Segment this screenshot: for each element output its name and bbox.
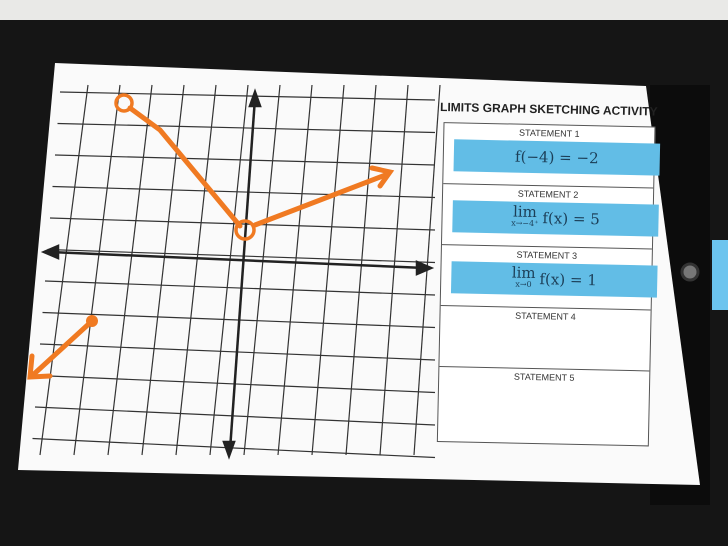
limit-notation: lim x→0 <box>511 263 536 291</box>
open-circle-marker <box>114 93 134 113</box>
grid-line <box>277 84 313 456</box>
statement-card: lim x→−4⁺ f(x) = 5 <box>452 200 659 237</box>
grid-line <box>73 84 121 456</box>
grid-line <box>175 84 217 456</box>
grid-line <box>32 437 436 459</box>
grid-line <box>311 84 345 456</box>
grid-line <box>59 91 436 101</box>
closed-point-marker <box>86 315 98 327</box>
grid-line <box>57 122 436 134</box>
grid-line <box>243 84 281 456</box>
statement-expression: f(x) = 5 <box>542 209 601 229</box>
open-circle-marker <box>234 219 256 241</box>
statement-expression: f(−4) = −2 <box>514 147 599 168</box>
statement-cell: STATEMENT 5 <box>438 367 650 445</box>
grid-line <box>209 84 249 456</box>
grid-line <box>44 280 436 296</box>
grid-line <box>54 154 436 166</box>
grid-line <box>345 84 377 456</box>
lim-subscript: x→0 <box>515 279 532 289</box>
grid-line <box>52 185 436 199</box>
statement-label: STATEMENT 1 <box>518 127 580 139</box>
statement-cell: STATEMENT 2 lim x→−4⁺ f(x) = 5 <box>441 184 659 250</box>
grid-line <box>39 84 89 456</box>
statement-card: f(−4) = −2 <box>453 139 661 176</box>
orange-sketch <box>27 93 395 380</box>
lim-text: lim <box>512 202 538 222</box>
lim-text: lim <box>511 263 536 283</box>
sticky-note <box>712 240 728 310</box>
grid-line <box>47 248 436 264</box>
statement-cell: STATEMENT 3 lim x→0 f(x) = 1 <box>440 245 658 311</box>
statement-expression: f(x) = 1 <box>539 270 598 290</box>
lim-subscript: x→−4⁺ <box>511 218 539 229</box>
statements-table: STATEMENT 1 f(−4) = −2 STATEMENT 2 lim x→… <box>436 122 661 447</box>
grid-line <box>37 374 436 394</box>
axes <box>40 88 435 460</box>
statement-card: lim x→0 f(x) = 1 <box>450 261 658 298</box>
limit-notation: lim x→−4⁺ <box>511 202 539 231</box>
statement-cell: STATEMENT 4 <box>439 306 651 372</box>
coordinate-grid <box>32 84 441 459</box>
grid-line <box>379 84 409 456</box>
statements-panel: LIMITS GRAPH SKETCHING ACTIVITY STATEMEN… <box>433 100 662 447</box>
grid-line <box>107 84 153 456</box>
grid-line <box>49 217 436 231</box>
statement-cell: STATEMENT 1 f(−4) = −2 <box>443 123 661 189</box>
clipboard-grommet <box>680 262 700 282</box>
grid-line <box>34 406 436 426</box>
